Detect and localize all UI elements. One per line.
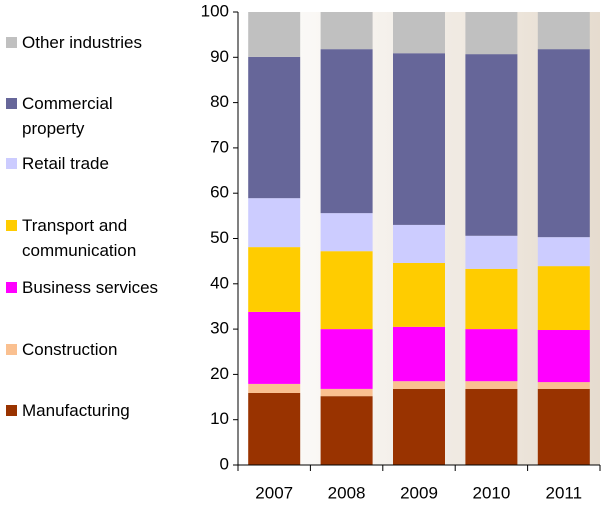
bar-segment: [465, 388, 518, 465]
legend-item: Commercial property: [6, 91, 170, 141]
y-tick-label: 0: [220, 454, 229, 473]
bar-segment: [393, 388, 445, 465]
bar-segment: [537, 330, 590, 383]
y-tick-label: 20: [210, 364, 229, 383]
legend-label: Commercial property: [22, 94, 113, 138]
y-tick-label: 60: [210, 183, 229, 202]
y-tick-label: 80: [210, 92, 229, 111]
bar-segment: [320, 213, 373, 252]
bar-segment: [465, 268, 518, 330]
x-tick-label: 2008: [328, 483, 366, 502]
legend-label: Retail trade: [22, 154, 109, 173]
legend-item: Other industries: [6, 30, 170, 55]
legend-label: Business services: [22, 278, 159, 297]
x-tick-label: 2010: [472, 483, 510, 502]
legend-swatch: [6, 98, 17, 109]
bar-segment: [537, 266, 590, 331]
bar-segment: [320, 396, 373, 465]
bar-segment: [393, 224, 445, 263]
x-tick-label: 2007: [255, 483, 293, 502]
bar-segment: [537, 237, 590, 267]
legend-swatch: [6, 405, 17, 416]
bar-segment: [248, 56, 301, 199]
bar-segment: [537, 49, 590, 238]
bar-segment: [465, 381, 518, 389]
y-tick-label: 40: [210, 273, 229, 292]
bar-segment: [248, 392, 301, 465]
bar-segment: [393, 326, 445, 382]
y-tick-label: 100: [201, 1, 229, 20]
legend-label: Construction: [22, 340, 118, 359]
bar-segment: [320, 49, 373, 214]
legend-label: Other industries: [22, 33, 142, 52]
y-tick-label: 30: [210, 319, 229, 338]
legend-swatch: [6, 282, 17, 293]
legend-swatch: [6, 37, 17, 48]
bar-segment: [248, 12, 301, 57]
bar-segment: [393, 53, 445, 225]
bar-segment: [465, 329, 518, 382]
x-tick-label: 2009: [400, 483, 438, 502]
legend-swatch: [6, 158, 17, 169]
bar-segment: [465, 12, 518, 55]
bar-segment: [393, 12, 445, 54]
bar-segment: [248, 383, 301, 393]
bar-segment: [320, 12, 373, 50]
bar-segment: [248, 311, 301, 384]
bar-segment: [320, 329, 373, 389]
y-tick-label: 70: [210, 137, 229, 156]
legend-item: Manufacturing: [6, 398, 170, 423]
x-tick-label: 2011: [546, 483, 583, 502]
bar-segment: [537, 382, 590, 389]
y-tick-label: 50: [210, 228, 229, 247]
legend-item: Retail trade: [6, 151, 170, 176]
bar-segment: [537, 12, 590, 50]
y-tick-label: 90: [210, 47, 229, 66]
legend-label: Manufacturing: [22, 401, 130, 420]
legend-swatch: [6, 220, 17, 231]
bar-segment: [320, 388, 373, 397]
bar-segment: [465, 54, 518, 236]
bar-segment: [320, 251, 373, 330]
legend-item: Business services: [6, 275, 170, 300]
legend-item: Construction: [6, 337, 170, 362]
legend-swatch: [6, 344, 17, 355]
legend-item: Transport and communication: [6, 213, 170, 263]
bar-segment: [537, 388, 590, 465]
legend-label: Transport and communication: [22, 216, 137, 260]
bar-segment: [393, 381, 445, 389]
bar-segment: [393, 262, 445, 327]
bar-segment: [465, 235, 518, 269]
y-tick-label: 10: [210, 409, 229, 428]
bar-segment: [248, 247, 301, 312]
bar-segment: [248, 198, 301, 248]
